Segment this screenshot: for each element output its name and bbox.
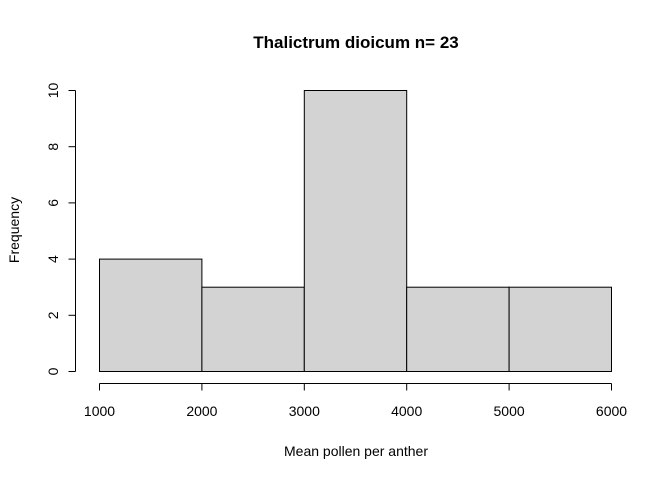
x-tick-label-3: 4000 <box>391 403 422 419</box>
histogram-bar-2 <box>303 90 408 372</box>
y-tick-label-2: 4 <box>45 255 61 263</box>
x-tick-label-4: 5000 <box>494 403 525 419</box>
histogram-bar-0 <box>99 258 203 373</box>
y-tick-label-5: 10 <box>45 83 61 99</box>
y-axis-label: Frequency <box>6 197 22 263</box>
x-tick-label-2: 3000 <box>289 403 320 419</box>
x-axis: 1000 2000 3000 4000 5000 6000 <box>84 383 627 419</box>
y-tick-label-4: 8 <box>45 143 61 151</box>
histogram-bar-3 <box>406 286 510 373</box>
x-tick-label-0: 1000 <box>84 403 115 419</box>
x-tick-label-5: 6000 <box>596 403 627 419</box>
x-tick-label-1: 2000 <box>186 403 217 419</box>
y-tick-label-1: 2 <box>45 311 61 319</box>
histogram-bar-4 <box>508 286 613 373</box>
bars-group <box>99 90 613 373</box>
y-axis: 0 2 4 6 8 10 <box>45 83 76 375</box>
histogram-bar-1 <box>201 286 305 373</box>
chart-title: Thalictrum dioicum n= 23 <box>253 33 458 52</box>
y-tick-label-3: 6 <box>45 199 61 207</box>
y-tick-label-0: 0 <box>45 367 61 375</box>
x-axis-label: Mean pollen per anther <box>284 443 428 459</box>
